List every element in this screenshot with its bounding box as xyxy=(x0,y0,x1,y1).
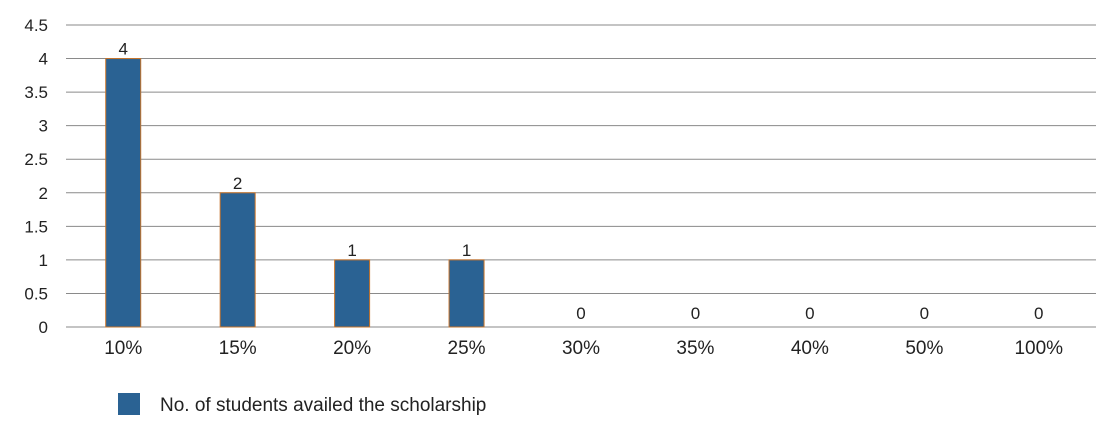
legend-label: No. of students availed the scholarship xyxy=(160,395,486,416)
data-labels: 4 2 1 1 0 0 0 0 0 xyxy=(118,40,1043,323)
data-label: 0 xyxy=(1034,304,1043,323)
x-tick-label: 25% xyxy=(448,338,486,359)
y-tick-label: 0 xyxy=(39,318,48,337)
x-tick-labels: 10% 15% 20% 25% 30% 35% 40% 50% 100% xyxy=(104,338,1063,359)
y-tick-label: 2.5 xyxy=(24,150,48,169)
data-label: 1 xyxy=(347,241,356,260)
y-tick-label: 1 xyxy=(39,251,48,270)
y-tick-label: 1.5 xyxy=(24,217,48,236)
data-label: 4 xyxy=(118,40,127,59)
x-tick-label: 40% xyxy=(791,338,829,359)
bar xyxy=(105,58,142,328)
x-tick-label: 100% xyxy=(1014,338,1063,359)
x-tick-label: 20% xyxy=(333,338,371,359)
data-label: 0 xyxy=(805,304,814,323)
y-tick-label: 4 xyxy=(39,50,48,69)
legend: No. of students availed the scholarship xyxy=(118,393,486,416)
data-label: 0 xyxy=(576,304,585,323)
bars xyxy=(105,58,485,328)
bar xyxy=(219,192,256,328)
y-tick-label: 2 xyxy=(39,184,48,203)
bar xyxy=(448,259,485,328)
x-tick-label: 50% xyxy=(905,338,943,359)
x-tick-label: 35% xyxy=(676,338,714,359)
legend-swatch xyxy=(118,393,140,415)
y-tick-label: 3 xyxy=(39,117,48,136)
x-tick-label: 30% xyxy=(562,338,600,359)
y-tick-label: 0.5 xyxy=(24,284,48,303)
data-label: 2 xyxy=(233,174,242,193)
data-label: 0 xyxy=(691,304,700,323)
data-label: 0 xyxy=(920,304,929,323)
data-label: 1 xyxy=(462,241,471,260)
x-tick-label: 15% xyxy=(219,338,257,359)
y-tick-labels: 0 0.5 1 1.5 2 2.5 3 3.5 4 4.5 xyxy=(24,16,48,337)
y-tick-label: 4.5 xyxy=(24,16,48,35)
bar xyxy=(334,259,371,328)
y-tick-label: 3.5 xyxy=(24,83,48,102)
x-tick-label: 10% xyxy=(104,338,142,359)
